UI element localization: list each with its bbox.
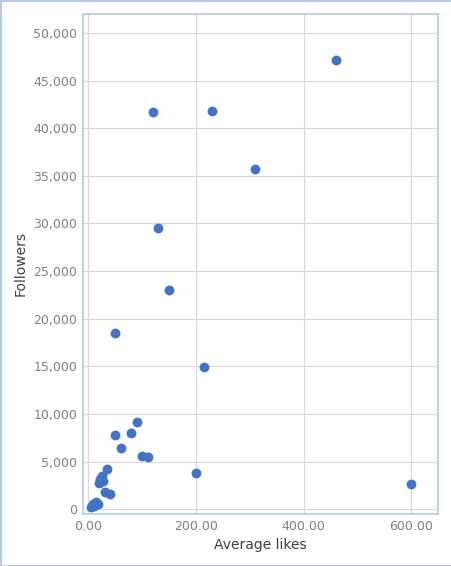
Point [407, 479, 414, 488]
Point [208, 106, 215, 115]
X-axis label: Average likes: Average likes [214, 538, 306, 552]
Point [165, 286, 172, 295]
Point [91, 501, 98, 510]
Point [98, 471, 105, 481]
Point [138, 451, 146, 460]
Point [89, 500, 96, 509]
Y-axis label: Followers: Followers [14, 231, 28, 297]
Point [95, 478, 102, 487]
Point [149, 108, 156, 117]
Point [117, 444, 124, 453]
Point [103, 465, 110, 474]
Point [200, 363, 207, 372]
Point [111, 328, 119, 337]
Point [94, 499, 101, 508]
Point [331, 55, 339, 64]
Point [87, 503, 94, 512]
Point [143, 452, 151, 461]
Point [92, 497, 100, 506]
Point [192, 469, 199, 478]
Point [97, 474, 104, 483]
Point [100, 476, 107, 485]
Point [111, 430, 119, 439]
Point [133, 417, 140, 426]
Point [90, 502, 97, 511]
Point [106, 490, 113, 499]
Point [101, 487, 108, 496]
Point [154, 224, 161, 233]
Point [251, 165, 258, 174]
Point [128, 428, 135, 438]
